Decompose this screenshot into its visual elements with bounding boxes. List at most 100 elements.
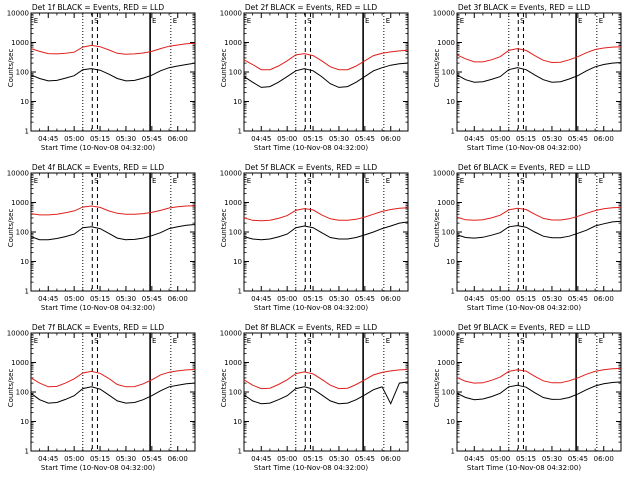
x-axis-label: Start Time (10-Nov-08 04:32:00) — [41, 304, 155, 312]
y-axis-label: Counts/sec — [7, 369, 15, 408]
series-line — [456, 367, 622, 384]
y-tick-label: 10000 — [220, 170, 242, 178]
y-tick-label: 100 — [16, 69, 29, 77]
y-tick-label: 1 — [238, 448, 242, 456]
series-line — [243, 221, 409, 241]
y-tick-label: 10 — [233, 98, 242, 106]
series-line — [30, 369, 196, 388]
x-tick-label: 05:30 — [542, 135, 562, 143]
y-tick-label: 1 — [451, 288, 455, 296]
panel-title: Det 4f BLACK = Events, RED = LLD — [32, 163, 165, 172]
interval-annotation: E — [460, 337, 464, 345]
interval-annotation: E — [599, 337, 603, 345]
y-tick-label: 10 — [233, 258, 242, 266]
y-tick-label: 100 — [229, 69, 242, 77]
interval-annotation: E — [173, 337, 177, 345]
x-tick-label: 06:00 — [381, 295, 401, 303]
series-line — [456, 46, 622, 64]
x-tick-label: 05:45 — [355, 135, 375, 143]
x-tick-label: 05:45 — [568, 295, 588, 303]
plot-frame — [243, 172, 409, 292]
y-tick-label: 10 — [20, 98, 29, 106]
y-tick-label: 10000 — [7, 330, 29, 338]
plot-frame — [30, 12, 196, 132]
x-tick-label: 06:00 — [168, 295, 188, 303]
panel-title: Det 1f BLACK = Events, RED = LLD — [32, 3, 165, 12]
interval-annotation: E — [152, 177, 156, 185]
interval-annotation: S — [94, 177, 99, 185]
series-line — [243, 49, 409, 71]
y-tick-label: 1 — [25, 288, 29, 296]
y-tick-label: 1000 — [437, 39, 455, 47]
interval-annotation: E — [365, 177, 369, 185]
y-tick-label: 100 — [442, 229, 455, 237]
y-axis-label: Counts/sec — [433, 369, 441, 408]
x-axis-label: Start Time (10-Nov-08 04:32:00) — [467, 304, 581, 312]
y-tick-label: 1000 — [224, 359, 242, 367]
interval-annotation: S — [307, 337, 312, 345]
x-tick-label: 06:00 — [381, 135, 401, 143]
x-tick-label: 05:15 — [303, 135, 323, 143]
interval-annotation: E — [34, 17, 38, 25]
y-tick-label: 10 — [233, 418, 242, 426]
y-axis-label: Counts/sec — [220, 209, 228, 248]
y-tick-label: 1 — [451, 128, 455, 136]
x-tick-label: 06:00 — [168, 455, 188, 463]
y-tick-label: 10 — [446, 258, 455, 266]
interval-annotation: E — [34, 177, 38, 185]
plot-frame — [243, 12, 409, 132]
y-tick-label: 1000 — [224, 39, 242, 47]
x-tick-label: 04:45 — [251, 295, 271, 303]
series-line — [456, 62, 622, 83]
interval-annotation: E — [34, 337, 38, 345]
y-tick-label: 1 — [238, 128, 242, 136]
y-tick-label: 10000 — [433, 170, 455, 178]
x-tick-label: 05:00 — [277, 295, 297, 303]
interval-annotation: S — [94, 337, 99, 345]
x-tick-label: 05:30 — [329, 295, 349, 303]
panel-title: Det 7f BLACK = Events, RED = LLD — [32, 323, 165, 332]
x-tick-label: 04:45 — [38, 455, 58, 463]
interval-annotation: S — [94, 17, 99, 25]
x-tick-label: 05:30 — [116, 135, 136, 143]
panel: Det 6f BLACK = Events, RED = LLD Start T… — [433, 163, 622, 312]
x-tick-label: 05:15 — [303, 295, 323, 303]
x-tick-label: 05:15 — [516, 295, 536, 303]
plot-frame — [243, 332, 409, 452]
series-line — [456, 206, 622, 221]
y-tick-label: 10 — [446, 98, 455, 106]
interval-annotation: E — [460, 17, 464, 25]
y-tick-label: 100 — [16, 389, 29, 397]
panel: Det 8f BLACK = Events, RED = LLD Start T… — [220, 323, 409, 472]
panel-title: Det 6f BLACK = Events, RED = LLD — [458, 163, 591, 172]
interval-annotation: E — [578, 177, 582, 185]
y-tick-label: 100 — [442, 389, 455, 397]
x-axis-label: Start Time (10-Nov-08 04:32:00) — [254, 144, 368, 152]
interval-annotation: S — [520, 177, 525, 185]
interval-annotation: S — [307, 177, 312, 185]
x-tick-label: 05:45 — [568, 135, 588, 143]
interval-annotation: E — [365, 337, 369, 345]
y-tick-label: 1 — [25, 448, 29, 456]
series-line — [243, 207, 409, 222]
x-tick-label: 06:00 — [168, 135, 188, 143]
x-tick-label: 06:00 — [594, 455, 614, 463]
panel: Det 1f BLACK = Events, RED = LLD Start T… — [7, 3, 196, 152]
y-tick-label: 1000 — [224, 199, 242, 207]
panel: Det 7f BLACK = Events, RED = LLD Start T… — [7, 323, 196, 472]
plot-frame — [456, 12, 622, 132]
series-line — [30, 205, 196, 216]
x-tick-label: 05:45 — [142, 135, 162, 143]
panel: Det 3f BLACK = Events, RED = LLD Start T… — [433, 3, 622, 152]
x-tick-label: 05:45 — [142, 455, 162, 463]
y-tick-label: 1 — [451, 448, 455, 456]
interval-annotation: E — [247, 177, 251, 185]
y-tick-label: 100 — [229, 389, 242, 397]
x-tick-label: 04:45 — [251, 455, 271, 463]
y-axis-label: Counts/sec — [7, 49, 15, 88]
interval-annotation: E — [173, 177, 177, 185]
panel: Det 4f BLACK = Events, RED = LLD Start T… — [7, 163, 196, 312]
x-tick-label: 05:15 — [303, 455, 323, 463]
panel-title: Det 3f BLACK = Events, RED = LLD — [458, 3, 591, 12]
y-axis-label: Counts/sec — [220, 369, 228, 408]
